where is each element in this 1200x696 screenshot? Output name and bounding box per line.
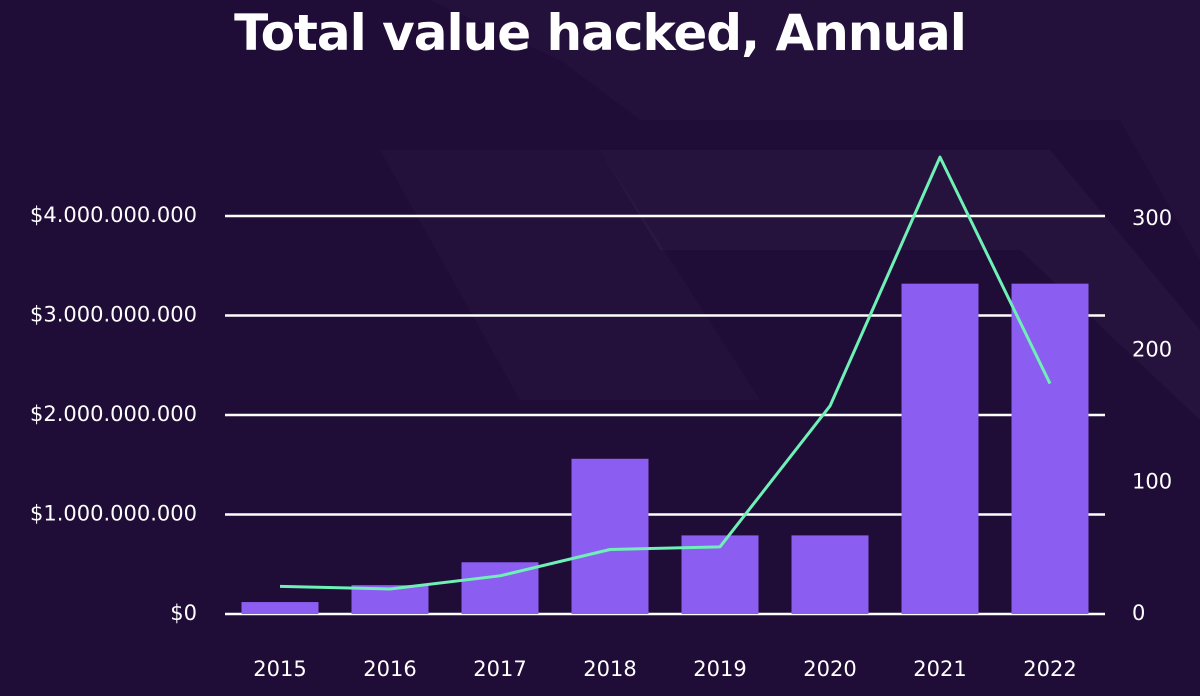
bar [791, 535, 869, 614]
y-left-tick-label: $3.000.000.000 [30, 303, 197, 327]
bar [241, 602, 319, 614]
x-tick-label: 2022 [1023, 657, 1076, 681]
right-axis-ticks: 0 100 200 300 [1132, 206, 1172, 625]
x-tick-label: 2015 [253, 657, 306, 681]
y-left-tick-label: $1.000.000.000 [30, 502, 197, 526]
bar [571, 458, 649, 614]
x-tick-label: 2021 [913, 657, 966, 681]
x-axis-ticks: 2015 2016 2017 2018 2019 2020 2021 2022 [253, 657, 1076, 681]
x-tick-label: 2018 [583, 657, 636, 681]
left-axis-ticks: $0 $1.000.000.000 $2.000.000.000 $3.000.000… [30, 203, 197, 625]
bar-series [241, 283, 1089, 614]
y-right-tick-label: 300 [1132, 206, 1172, 230]
x-tick-label: 2017 [473, 657, 526, 681]
y-right-tick-label: 200 [1132, 338, 1172, 362]
y-right-tick-label: 0 [1132, 601, 1145, 625]
y-left-tick-label: $4.000.000.000 [30, 203, 197, 227]
bar [1011, 283, 1089, 614]
x-tick-label: 2020 [803, 657, 856, 681]
x-tick-label: 2019 [693, 657, 746, 681]
bar [901, 283, 979, 614]
chart-title: Total value hacked, Annual [234, 4, 967, 62]
series-line [279, 155, 1052, 591]
y-right-tick-label: 100 [1132, 469, 1172, 493]
x-tick-label: 2016 [363, 657, 416, 681]
y-left-tick-label: $0 [170, 601, 197, 625]
line-series [279, 155, 1052, 591]
y-left-tick-label: $2.000.000.000 [30, 402, 197, 426]
